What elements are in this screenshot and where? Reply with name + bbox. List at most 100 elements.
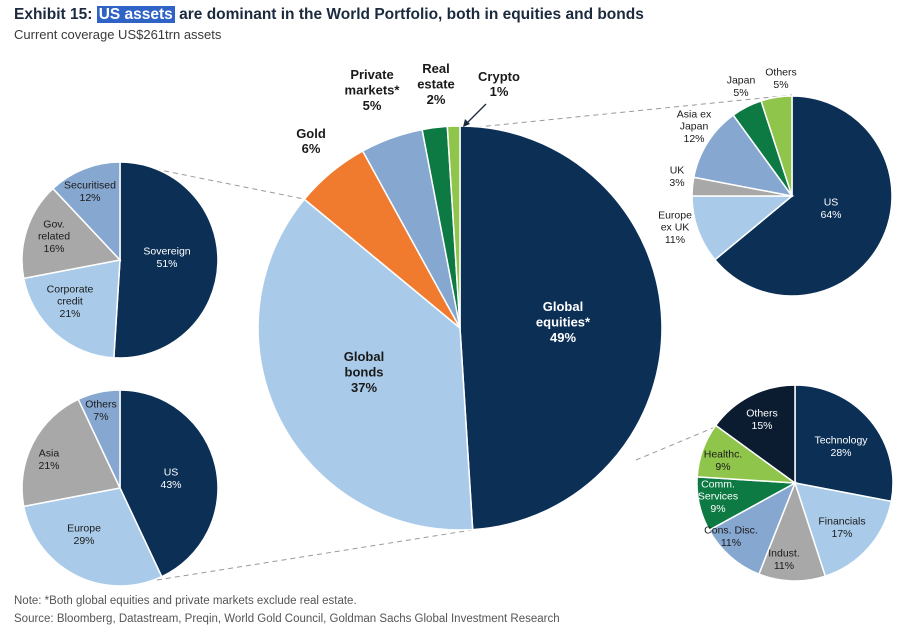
arrow-head <box>463 119 470 127</box>
data-label-line: 37% <box>351 380 377 395</box>
data-label-others: Others 7% <box>85 398 117 422</box>
data-label-europe: Europe 29% <box>67 522 101 546</box>
bonds-by-region-pie <box>21 389 219 587</box>
data-label-crypto: Crypto 1% <box>478 69 520 99</box>
data-label-cons-disc: Cons. Disc. 11% <box>704 524 758 548</box>
pie-slice-crypto <box>446 125 461 329</box>
data-label-line: Corporate <box>47 283 94 295</box>
data-label-line: 5% <box>733 87 748 99</box>
data-label-others: Others 5% <box>765 66 797 90</box>
data-label-us: US 43% <box>160 466 181 490</box>
data-label-line: 49% <box>550 330 576 345</box>
pie-slice-europe <box>22 487 163 587</box>
data-label-line: ex UK <box>661 222 690 234</box>
data-label-healthc: Healthc. 9% <box>704 448 743 472</box>
data-label-line: 17% <box>831 528 852 540</box>
pie-slice-corporate-credit <box>22 259 121 359</box>
data-label-indust: Indust. 11% <box>768 547 800 571</box>
data-label-global-bonds: Global bonds 37% <box>344 349 384 395</box>
data-label-line: 12% <box>683 133 704 145</box>
data-label-line: 12% <box>79 192 100 204</box>
data-label-asia-ex-japan: Asia ex Japan 12% <box>677 108 712 145</box>
data-label-line: Services <box>698 491 738 503</box>
data-label-line: Others <box>765 66 797 78</box>
pie-slice-others <box>760 95 793 197</box>
data-label-line: Europe <box>658 209 692 221</box>
data-label-line: 28% <box>830 447 851 459</box>
chart-footer: Note: *Both global equities and private … <box>14 592 560 628</box>
callout-line <box>156 529 473 581</box>
data-label-line: Securitised <box>64 179 116 191</box>
title-prefix: Exhibit 15: <box>14 6 93 23</box>
data-label-line: estate <box>417 77 455 92</box>
data-label-line: 6% <box>302 141 321 156</box>
pie-slice-gov-related <box>21 187 122 280</box>
data-label-line: Others <box>746 407 778 419</box>
data-label-line: Sovereign <box>143 245 190 257</box>
pie-slice-asia-ex-japan <box>692 114 794 198</box>
data-label-comm-services: Comm. Services 9% <box>698 478 738 515</box>
data-label-line: 2% <box>427 92 446 107</box>
data-label-line: 7% <box>93 411 108 423</box>
pie-slice-global-equities <box>459 125 663 531</box>
source-note: Source: Bloomberg, Datastream, Preqin, W… <box>14 613 560 625</box>
data-label-line: Technology <box>814 434 868 446</box>
pie-slice-securitised <box>51 161 121 262</box>
chart-header: Exhibit 15: US assets are dominant in th… <box>14 6 644 42</box>
data-label-line: 11% <box>721 537 741 549</box>
data-label-line: Cons. Disc. <box>704 524 758 536</box>
data-label-line: bonds <box>345 365 384 380</box>
data-label-line: Indust. <box>768 547 800 559</box>
data-label-line: related <box>38 231 70 243</box>
data-label-asia: Asia 21% <box>38 447 59 471</box>
data-label-line: Gov. <box>43 218 64 230</box>
data-label-line: 15% <box>751 420 772 432</box>
data-label-line: US <box>164 466 179 478</box>
data-label-line: 9% <box>710 503 725 515</box>
data-label-line: Europe <box>67 522 101 534</box>
data-label-line: Comm. <box>701 478 735 490</box>
data-label-line: Others <box>85 398 117 410</box>
title-highlight: US assets <box>96 6 175 23</box>
data-label-gov-related: Gov. related 16% <box>38 218 70 255</box>
data-label-line: Financials <box>818 515 865 527</box>
data-label-line: 21% <box>38 460 59 472</box>
data-label-line: 29% <box>73 535 94 547</box>
data-label-line: Real <box>422 61 449 76</box>
pie-slice-global-bonds <box>257 198 474 531</box>
data-label-line: 5% <box>773 79 788 91</box>
data-label-line: 5% <box>363 98 382 113</box>
data-label-us: US 64% <box>820 196 841 220</box>
data-label-line: Gold <box>296 126 326 141</box>
data-label-gold: Gold 6% <box>296 126 326 156</box>
data-label-line: Asia <box>39 447 60 459</box>
data-label-japan: Japan 5% <box>727 74 756 98</box>
pie-slice-others <box>77 389 121 489</box>
data-label-private-markets: Private markets* 5% <box>345 67 401 113</box>
pie-slice-others <box>714 384 796 485</box>
data-label-securitised: Securitised 12% <box>64 179 116 203</box>
data-label-line: 43% <box>160 479 181 491</box>
data-label-line: US <box>824 196 839 208</box>
pie-slice-us <box>119 389 219 578</box>
data-label-line: equities* <box>536 315 591 330</box>
data-label-line: Global <box>543 299 583 314</box>
data-label-line: Private <box>350 67 393 82</box>
data-label-financials: Financials 17% <box>818 515 865 539</box>
data-label-line: Asia ex <box>677 108 712 120</box>
pie-slice-us <box>713 95 893 297</box>
arrow-shaft <box>465 103 487 125</box>
data-label-line: 51% <box>156 258 177 270</box>
data-label-line: UK <box>670 164 685 176</box>
pie-slice-asia <box>21 398 122 508</box>
data-label-line: 11% <box>774 560 794 572</box>
data-label-technology: Technology 28% <box>814 434 868 458</box>
equities-by-sector-pie <box>696 384 894 582</box>
data-label-line: 21% <box>59 308 80 320</box>
equities-by-region-pie <box>691 95 893 297</box>
data-label-line: 11% <box>665 234 685 246</box>
pie-slice-technology <box>794 384 894 503</box>
pie-slice-cons-disc <box>708 481 797 576</box>
world-portfolio-pie <box>257 125 663 531</box>
